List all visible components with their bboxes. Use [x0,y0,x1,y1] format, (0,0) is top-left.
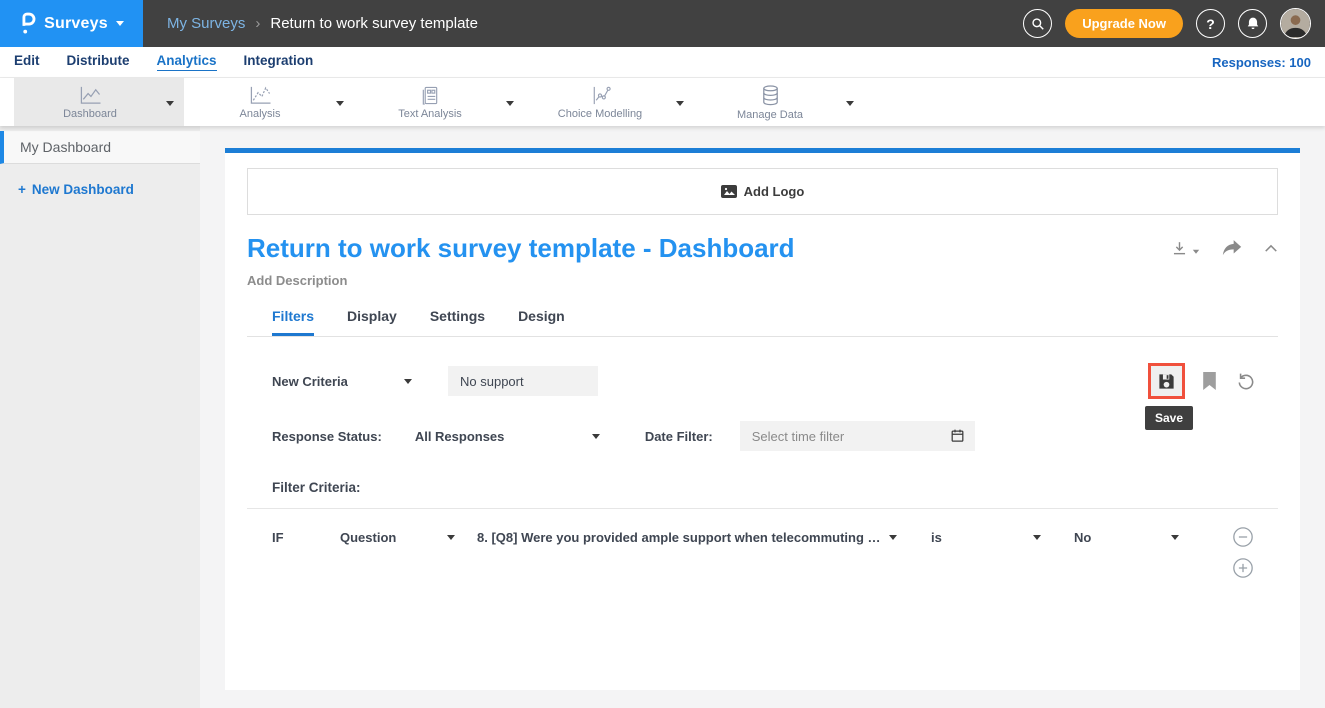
dashboard-tabs: Filters Display Settings Design [247,308,1278,337]
add-description-placeholder[interactable]: Add Description [247,273,348,288]
share-button[interactable] [1222,240,1242,257]
chevron-down-icon [846,101,854,106]
rule-value-select[interactable]: No [1074,530,1179,545]
add-criteria-button[interactable] [1232,557,1254,579]
dashboard-card: Add Logo Return to work survey template … [225,148,1300,690]
save-button[interactable] [1148,363,1185,399]
tab-filters[interactable]: Filters [272,308,315,336]
chevron-down-icon [889,535,897,540]
upgrade-now-button[interactable]: Upgrade Now [1065,9,1183,38]
bell-icon [1246,16,1260,31]
toolbar-item-dashboard[interactable]: Dashboard [14,78,184,126]
plus-circle-icon [1233,558,1253,578]
nav-tab-integration[interactable]: Integration [243,53,314,68]
remove-criteria-button[interactable] [1232,526,1254,548]
floppy-disk-icon [1159,373,1174,389]
chevron-down-icon [166,101,174,106]
save-tooltip: Save [1145,406,1194,430]
help-button[interactable]: ? [1196,9,1225,38]
filter-rule-row: IF Question 8. [Q8] Were you provided am… [272,526,1278,579]
date-filter-label: Date Filter: [644,428,713,444]
rule-type-select[interactable]: Question [340,530,455,545]
page-title: Return to work survey template - Dashboa… [247,233,795,263]
bookmark-button[interactable] [1202,372,1217,390]
rule-if-label: IF [272,530,284,545]
chevron-down-icon [447,535,455,540]
scatter-chart-icon [588,85,612,106]
breadcrumb-current-survey: Return to work survey template [270,15,478,32]
nav-tab-distribute[interactable]: Distribute [66,53,130,68]
response-status-label: Response Status: [272,428,382,444]
download-icon [1173,242,1186,255]
questionpro-logo-icon [19,11,36,36]
product-switcher[interactable]: Surveys [0,0,143,47]
toolbar-item-choice-modelling[interactable]: Choice Modelling [524,78,694,126]
toolbar-item-manage-data[interactable]: Manage Data [694,78,864,126]
filters-panel: New Criteria [247,363,1278,495]
line-chart-icon [77,85,103,106]
breadcrumb-my-surveys[interactable]: My Surveys [167,15,246,32]
notifications-button[interactable] [1238,9,1267,38]
chevron-down-icon [115,21,124,26]
search-icon [1031,17,1045,31]
chevron-down-icon [506,101,514,106]
newspaper-icon [419,85,441,106]
nav-tab-analytics[interactable]: Analytics [156,53,217,71]
rule-question-select[interactable]: 8. [Q8] Were you provided ample support … [477,530,897,545]
minus-circle-icon [1233,527,1253,547]
search-button[interactable] [1023,9,1053,38]
chevron-down-icon [676,101,684,106]
product-name: Surveys [44,14,108,32]
share-icon [1222,240,1242,256]
chevron-down-icon [336,101,344,106]
criteria-name-input[interactable] [448,366,598,396]
bookmark-icon [1203,372,1216,390]
breadcrumb: My Surveys › Return to work survey templ… [167,15,478,32]
top-accent-bar [225,148,1300,153]
chevron-down-icon [1192,249,1200,254]
chevron-down-icon [591,433,600,439]
toolbar-item-analysis[interactable]: Analysis [184,78,354,126]
reset-icon [1238,373,1254,390]
add-logo-button[interactable]: Add Logo [247,168,1278,215]
app-header: Surveys My Surveys › Return to work surv… [0,0,1325,47]
dashboard-sidebar: My Dashboard + New Dashboard [0,126,200,708]
tab-display[interactable]: Display [347,308,397,324]
chevron-up-icon [1265,244,1277,252]
divider [247,508,1278,509]
analysis-chart-icon [247,85,273,106]
survey-nav: Edit Distribute Analytics Integration Re… [0,47,1325,78]
user-avatar[interactable] [1280,8,1311,39]
responses-count[interactable]: Responses: 100 [1212,54,1311,70]
criteria-select[interactable]: New Criteria [272,374,412,389]
sidebar-item-my-dashboard[interactable]: My Dashboard [0,131,200,164]
image-icon [720,185,737,198]
nav-tab-edit[interactable]: Edit [14,53,40,68]
chevron-down-icon [1171,535,1179,540]
new-dashboard-button[interactable]: + New Dashboard [18,182,134,197]
breadcrumb-separator: › [255,15,261,32]
dashboard-main: Add Logo Return to work survey template … [200,126,1325,708]
toolbar-item-text-analysis[interactable]: Text Analysis [354,78,524,126]
date-filter-input[interactable] [739,421,975,451]
download-button[interactable] [1170,239,1200,258]
tab-settings[interactable]: Settings [429,308,486,324]
tab-design[interactable]: Design [518,308,565,324]
filter-criteria-label: Filter Criteria: [272,480,361,495]
analytics-toolbar: Dashboard Analysis Text Analysis [0,78,1325,126]
chevron-down-icon [1033,535,1041,540]
chevron-down-icon [404,378,412,384]
plus-icon: + [18,182,26,197]
collapse-button[interactable] [1264,244,1278,253]
reset-button[interactable] [1236,371,1256,391]
response-status-select[interactable]: All Responses [415,429,600,444]
rule-operator-select[interactable]: is [931,530,1041,545]
database-icon [759,84,782,107]
